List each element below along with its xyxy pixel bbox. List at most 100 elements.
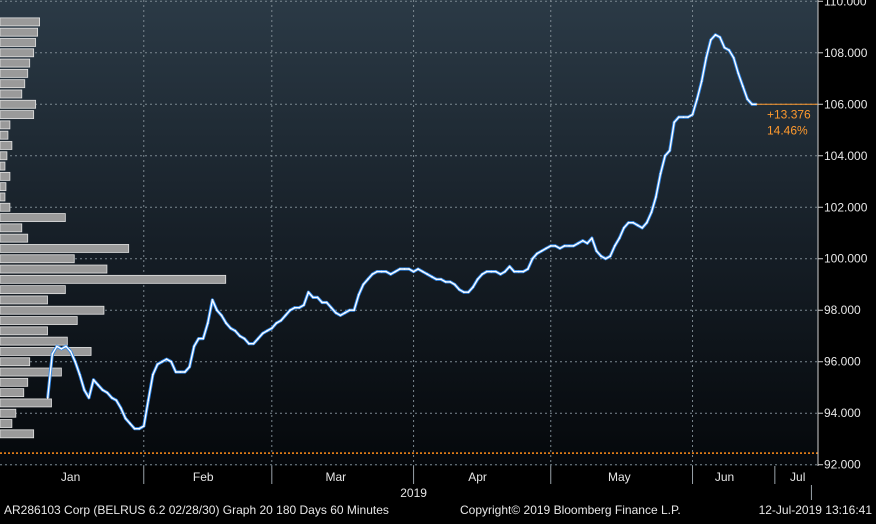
series-point	[668, 149, 671, 152]
series-point	[559, 247, 561, 250]
x-tick-label: Feb	[193, 470, 214, 484]
histogram-bar	[0, 182, 7, 192]
series-point	[156, 363, 159, 366]
series-point	[88, 396, 90, 399]
series-point	[142, 425, 145, 427]
histogram-bar	[0, 244, 130, 253]
series-point	[449, 281, 452, 283]
series-point	[408, 268, 410, 270]
series-point	[581, 239, 584, 242]
series-point	[636, 224, 639, 227]
series-point	[421, 270, 424, 273]
series-point	[206, 322, 209, 324]
series-point	[586, 242, 589, 245]
series-point	[705, 57, 708, 59]
histogram-bar	[0, 419, 13, 428]
histogram-bar	[0, 130, 9, 140]
series-point	[165, 358, 168, 361]
series-point	[385, 270, 387, 273]
histogram-bar	[0, 316, 78, 325]
series-point	[549, 245, 552, 247]
series-point	[302, 304, 305, 306]
series-point	[138, 427, 141, 430]
series-point	[513, 270, 516, 273]
series-point	[463, 291, 465, 294]
series-point	[147, 399, 150, 402]
series-point	[78, 373, 81, 376]
x-year-label: 2019	[400, 486, 427, 500]
series-point	[741, 85, 744, 88]
series-point	[600, 255, 602, 258]
series-point	[508, 265, 511, 268]
x-tick-label: May	[608, 470, 631, 484]
series-point	[330, 306, 333, 309]
x-tick-label: Jun	[715, 470, 734, 484]
series-point	[366, 278, 369, 281]
series-point	[490, 270, 493, 273]
histogram-bar	[0, 357, 31, 367]
series-point	[394, 270, 397, 273]
series-point	[211, 299, 214, 301]
histogram-bar	[0, 367, 62, 377]
series-point	[65, 345, 67, 348]
histogram-bar	[0, 377, 29, 387]
histogram-bar	[0, 161, 6, 171]
series-point	[714, 33, 717, 36]
series-point	[458, 288, 461, 291]
series-point	[174, 371, 177, 373]
series-point	[751, 103, 753, 106]
series-point	[248, 342, 250, 345]
series-point	[709, 39, 712, 41]
histogram-bar	[0, 202, 11, 212]
series-point	[650, 211, 653, 214]
series-point	[106, 391, 109, 394]
histogram-bar	[0, 388, 25, 398]
volume-histogram	[0, 17, 227, 439]
series-point	[623, 227, 625, 229]
series-point	[170, 360, 173, 363]
y-tick-label: 96.000	[824, 355, 861, 369]
series-point	[664, 154, 666, 157]
histogram-bar	[0, 347, 92, 356]
series-point	[56, 345, 58, 348]
series-point	[577, 242, 580, 245]
series-point	[618, 237, 621, 240]
series-point	[261, 332, 264, 335]
series-point	[691, 113, 694, 116]
series-point	[69, 350, 72, 353]
series-point	[307, 291, 310, 294]
series-point	[682, 116, 685, 118]
series-point	[613, 245, 616, 247]
series-point	[728, 49, 730, 52]
series-point	[216, 309, 218, 312]
series-point	[293, 306, 296, 309]
series-point	[179, 371, 182, 373]
series-point	[202, 337, 205, 340]
series-point	[129, 422, 131, 425]
series-point	[74, 360, 77, 363]
series-point	[527, 268, 529, 270]
series-point	[152, 373, 154, 376]
series-point	[412, 270, 415, 273]
series-point	[645, 221, 648, 224]
series-point	[431, 275, 433, 278]
grid	[0, 0, 818, 466]
series-point	[225, 322, 228, 324]
y-tick-label: 108.000	[824, 46, 868, 60]
series-point	[334, 311, 337, 314]
histogram-bar	[0, 171, 11, 181]
histogram-bar	[0, 285, 66, 295]
series-point	[568, 245, 570, 247]
series-point	[257, 337, 259, 340]
series-point	[120, 407, 122, 409]
series-point	[545, 247, 548, 250]
series-point	[97, 384, 99, 386]
series-point	[280, 319, 282, 322]
series-point	[321, 301, 323, 304]
series-point	[188, 366, 191, 368]
series-point	[673, 121, 676, 124]
series-point	[655, 196, 657, 198]
series-point	[481, 273, 484, 276]
series-point	[687, 116, 689, 118]
